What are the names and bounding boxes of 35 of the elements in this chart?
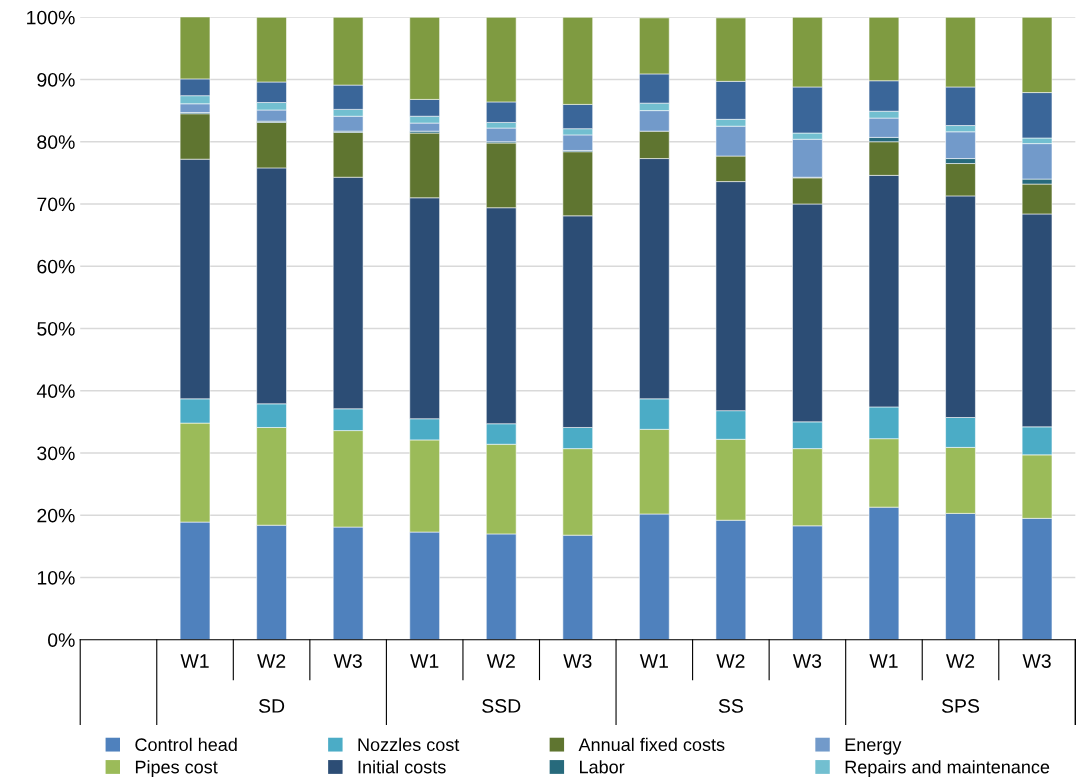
x-tick-label: W2 [486,654,515,668]
y-tick-label: 50% [37,321,75,336]
x-tick-label: W3 [333,654,362,668]
x-tick-label: W1 [410,654,439,668]
legend-label: Labor [580,760,625,774]
y-tick-label: 60% [37,259,75,274]
legend-label: Repairs and maintenance [845,760,1050,777]
x-tick-label: W2 [946,654,975,668]
x-tick-label: W1 [639,654,668,668]
x-tick-label: W3 [792,654,822,668]
y-tick-label: 100% [27,10,75,25]
legend-label: Control head [135,737,237,752]
text: SPS [941,699,980,713]
x-tick-label: W2 [716,654,745,668]
text: SD [258,699,285,713]
legend-label: Pipes cost [135,760,218,777]
x-tick-label: W3 [1022,654,1051,668]
x-tick-label: W1 [869,654,898,668]
x-tick-label: W2 [257,654,286,668]
y-tick-label: 70% [37,197,75,212]
legend-label: Energy [845,738,902,755]
y-tick-label: 10% [37,570,75,585]
x-tick-label: W3 [563,654,592,668]
text: SSD [482,699,521,713]
y-tick-label: 20% [37,508,75,523]
text: SS [718,699,743,713]
x-tick-label: W1 [180,654,209,668]
y-tick-label: 0% [48,633,75,647]
legend-label: Nozzles cost [358,737,460,752]
y-tick-label: 90% [37,72,75,87]
legend-label: Initial costs [358,760,446,774]
legend-label: Annual fixed costs [578,737,725,752]
y-tick-label: 30% [37,446,75,461]
y-tick-label: 40% [36,384,75,398]
y-tick-label: 80% [37,135,75,149]
